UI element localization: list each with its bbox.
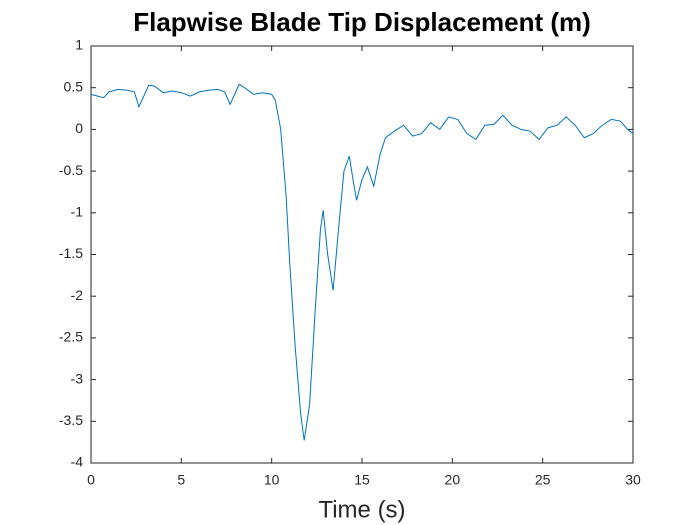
y-tick-label: 0 [75,120,83,136]
x-tick-label: 10 [264,472,280,488]
y-tick-label: -1 [71,204,84,220]
y-tick-label: -3.5 [59,412,83,428]
x-tick-label: 25 [535,472,551,488]
chart-title: Flapwise Blade Tip Displacement (m) [133,7,591,37]
x-axis-label: Time (s) [318,496,405,523]
x-tick-label: 30 [625,472,641,488]
y-tick-label: -1.5 [59,245,83,261]
x-tick-label: 5 [177,472,185,488]
x-tick-label: 20 [445,472,461,488]
y-tick-label: -0.5 [59,162,83,178]
y-tick-label: 1 [75,37,83,53]
y-tick-label: 0.5 [64,78,84,94]
x-tick-label: 0 [87,472,95,488]
y-tick-label: -2 [71,287,84,303]
x-tick-label: 15 [354,472,370,488]
y-tick-label: -4 [71,454,84,470]
plot-area [90,45,634,464]
data-line [90,83,634,441]
y-tick-label: -3 [71,370,84,386]
y-tick-label: -2.5 [59,329,83,345]
